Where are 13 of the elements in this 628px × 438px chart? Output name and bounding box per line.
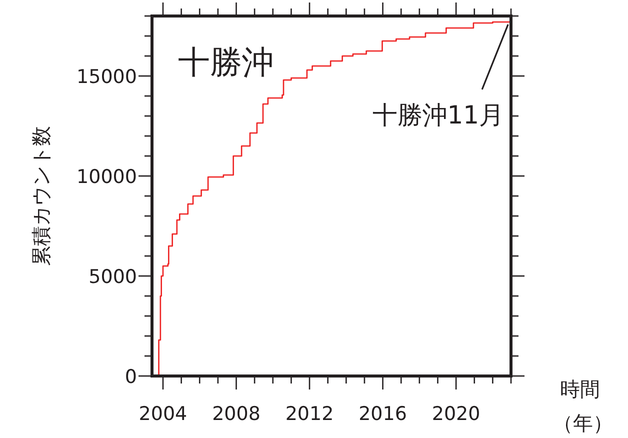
y-tick-label: 5000 <box>88 266 137 288</box>
annotation: 十勝沖 <box>178 43 274 81</box>
annotation: 十勝沖11月 <box>372 100 504 130</box>
x-tick-label: 2016 <box>358 403 407 425</box>
x-tick-label: 2004 <box>138 403 188 425</box>
x-tick-label: 2008 <box>212 403 260 425</box>
y-tick-label: 0 <box>124 366 137 388</box>
x-tick-label: 2020 <box>432 403 480 425</box>
x-axis-title: 時間（年） <box>553 376 613 437</box>
y-tick-label: 10000 <box>76 166 137 188</box>
x-tick-label: 2012 <box>285 403 334 425</box>
y-tick-label: 15000 <box>76 66 137 88</box>
y-axis-title: 累積カウント数 <box>29 126 53 266</box>
